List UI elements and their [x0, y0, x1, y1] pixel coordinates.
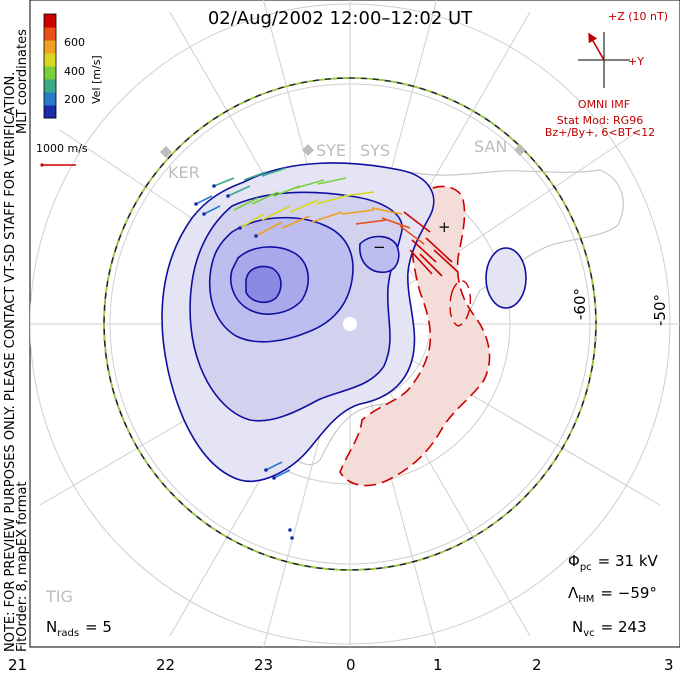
map-title: 02/Aug/2002 12:00–12:02 UT — [208, 8, 473, 29]
svg-text:Nvc= 243: Nvc = 243 — [572, 618, 647, 639]
station-label-tig: TIG — [45, 587, 73, 606]
stat-n-vc: Nvc = 243 — [572, 618, 647, 639]
negative-island — [485, 247, 527, 309]
potential-max-marker: + — [438, 218, 451, 236]
colorbar-axis-label: Vel [m/s] — [90, 55, 103, 104]
colorbar-segment — [44, 66, 56, 80]
magnetic-pole-marker — [343, 317, 357, 331]
velocity-colorbar — [43, 13, 57, 119]
mlt-label-1: 1 — [433, 656, 443, 674]
preview-notice: NOTE: FOR PREVIEW PURPOSES ONLY. PLEASE … — [3, 72, 18, 652]
station-label-sys: SYS — [360, 141, 390, 160]
velocity-scale-origin — [40, 163, 44, 167]
potential-min-marker: − — [373, 238, 386, 256]
colorbar-tick-400: 400 — [64, 65, 85, 78]
station-markers — [160, 144, 526, 158]
colorbar-segment — [44, 14, 56, 28]
colorbar-tick-600: 600 — [64, 36, 85, 49]
mlt-label-2: 2 — [532, 656, 542, 674]
imf-y-label: +Y — [628, 55, 644, 68]
mlt-label-23: 23 — [254, 656, 273, 674]
station-label-sye: SYE — [316, 141, 346, 160]
negative-cell — [161, 162, 435, 482]
velocity-scale-label: 1000 m/s — [36, 142, 88, 155]
colorbar-segment — [44, 79, 56, 93]
colorbar-tick-200: 200 — [64, 93, 85, 106]
stat-phi-pc: Φpc = 31 kV — [568, 552, 659, 573]
station-label-san: SAN — [474, 137, 507, 156]
velocity-vectors — [194, 167, 459, 540]
stat-model-label: Stat Mod: RG96 — [557, 114, 643, 127]
colorbar-segment — [44, 105, 56, 119]
colorbar-segment — [44, 92, 56, 106]
svg-text:Φpc= 31 kV: Φpc = 31 kV — [568, 552, 659, 573]
mlt-label-0: 0 — [346, 656, 356, 674]
imf-vector-arrow — [588, 32, 605, 61]
coordinate-system-label: MLT coordinates — [15, 29, 30, 134]
colorbar-segment — [44, 27, 56, 41]
stat-lambda-hm: ΛHM = −59° — [568, 584, 657, 605]
imf-source: OMNI IMF — [578, 98, 630, 111]
lat-label-50: -50° — [651, 294, 669, 326]
mlt-label-3: 3 — [664, 656, 674, 674]
colorbar-outline — [43, 13, 57, 119]
imf-z-label: +Z (10 nT) — [608, 10, 668, 23]
stat-n-rads: Nrads = 5 — [46, 618, 112, 639]
mlt-label-22: 22 — [156, 656, 175, 674]
stat-model-bins: Bz+/By+, 6<BT<12 — [545, 126, 655, 139]
hm-boundary-dashes — [103, 77, 597, 571]
fit-order-label: FitOrder: 8, mapEX format — [15, 481, 30, 652]
svg-text:ΛHM= −59°: ΛHM = −59° — [568, 584, 657, 605]
lat-label-60: -60° — [571, 288, 589, 320]
imf-clock — [578, 32, 630, 88]
mlt-label-21: 21 — [8, 656, 27, 674]
station-label-ker: KER — [168, 163, 200, 182]
colorbar-segment — [44, 40, 56, 54]
positive-cell-inner — [449, 280, 472, 327]
mlt-axis: 21 22 23 0 1 2 3 — [8, 656, 674, 674]
svg-text:Nrads= 5: Nrads = 5 — [46, 618, 112, 639]
colorbar-segment — [44, 53, 56, 67]
